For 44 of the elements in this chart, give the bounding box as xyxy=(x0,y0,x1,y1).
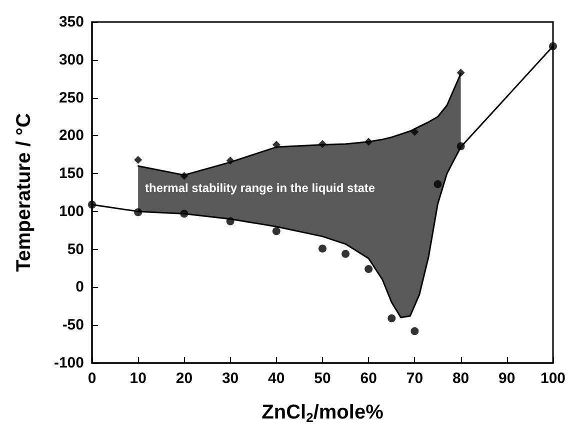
y-axis-title: Temperature / °C xyxy=(13,113,35,272)
point xyxy=(226,156,234,165)
point xyxy=(364,265,373,274)
y-tick-label: 50 xyxy=(67,240,84,258)
point xyxy=(180,210,188,218)
point xyxy=(272,140,280,149)
y-tick-label: 300 xyxy=(58,51,84,68)
x-tick-label: 20 xyxy=(176,370,193,387)
point xyxy=(549,42,557,50)
x-tick-label: 30 xyxy=(222,370,239,387)
point xyxy=(434,180,442,188)
x-tick-label: 90 xyxy=(498,370,516,387)
x-tick-label: 0 xyxy=(88,370,96,387)
x-tick-label: 60 xyxy=(360,370,377,387)
y-tick-label: 100 xyxy=(58,202,84,220)
x-tick-label: 80 xyxy=(452,370,470,387)
point xyxy=(318,140,326,148)
point xyxy=(180,172,188,180)
x-tick-label: 100 xyxy=(540,370,566,387)
x-tick-label: 50 xyxy=(314,370,331,387)
y-tick-label: 350 xyxy=(58,14,84,30)
point xyxy=(134,208,142,216)
y-tick-label: -50 xyxy=(62,316,84,334)
point xyxy=(364,138,373,146)
y-tick-label: 0 xyxy=(76,278,84,296)
x-tick-label: 70 xyxy=(406,370,424,387)
point xyxy=(88,200,96,209)
y-tick-label: 150 xyxy=(58,165,84,182)
point xyxy=(226,217,234,226)
point xyxy=(318,244,326,253)
point xyxy=(410,128,419,136)
point xyxy=(134,156,142,164)
point xyxy=(456,142,465,150)
y-tick-label: -100 xyxy=(54,354,84,372)
x-tick-label: 40 xyxy=(268,370,285,387)
point xyxy=(272,227,280,236)
point xyxy=(410,327,419,336)
point xyxy=(342,250,350,258)
y-tick-label: 200 xyxy=(58,127,84,144)
point xyxy=(388,314,396,322)
annotation: thermal stability range in the liquid state xyxy=(145,181,376,195)
x-tick-label: 10 xyxy=(130,370,146,387)
point xyxy=(456,68,465,77)
y-tick-label: 250 xyxy=(58,89,84,106)
